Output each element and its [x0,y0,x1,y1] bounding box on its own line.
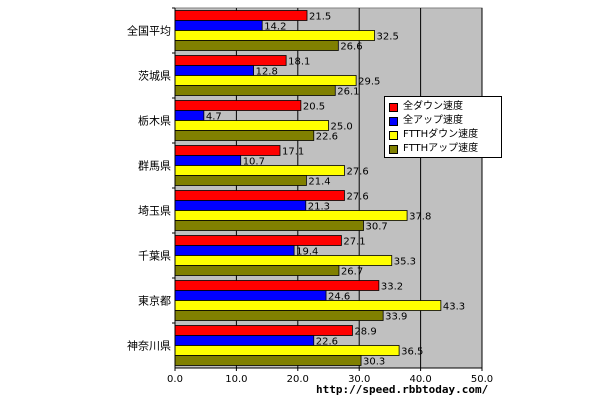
bar [174,110,205,121]
bar [174,325,353,336]
bar [174,265,340,276]
bar [174,75,357,86]
data-label: 26.7 [341,267,363,278]
legend-item-all-down: 全ダウン速度 [389,100,497,114]
bar [174,235,342,246]
category-label: 栃木県 [138,114,171,128]
data-label: 35.3 [394,257,416,268]
bar [174,290,327,301]
x-tick-label: 50.0 [471,374,493,385]
data-label: 33.9 [385,312,407,323]
x-tick-label: 40.0 [409,374,431,385]
category-label: 全国平均 [127,24,171,38]
bar [174,30,375,41]
data-label: 33.2 [381,282,403,293]
bar [174,355,362,366]
data-label: 4.7 [206,112,222,123]
data-label: 30.7 [365,222,387,233]
bar [174,280,380,291]
data-label: 17.1 [282,147,304,158]
bar [174,155,242,166]
category-label: 茨城県 [138,69,171,83]
data-label: 29.5 [358,77,380,88]
data-label: 28.9 [354,327,376,338]
bar [174,130,315,141]
data-label: 21.3 [308,202,330,213]
bar [174,55,287,66]
data-label: 19.4 [296,247,318,258]
data-label: 25.0 [331,122,353,133]
data-label: 14.2 [264,22,286,33]
bar [174,65,254,76]
category-label: 埼玉県 [138,204,171,218]
category-label: 千葉県 [138,249,171,263]
legend-swatch [389,130,398,140]
legend-label: FTTHアップ速度 [403,143,479,154]
bar [174,345,400,356]
legend-item-ftth-up: FTTHアップ速度 [389,142,497,156]
legend-swatch [389,116,398,126]
x-tick-label: 20.0 [287,374,309,385]
legend-item-all-up: 全アップ速度 [389,114,497,128]
bar [174,220,364,231]
data-label: 12.8 [256,67,278,78]
bar [174,100,302,111]
data-label: 21.5 [309,12,331,23]
bar [174,165,345,176]
data-label: 10.7 [243,157,265,168]
legend-label: 全ダウン速度 [403,101,463,112]
data-label: 43.3 [443,302,465,313]
data-label: 20.5 [303,102,325,113]
data-label: 22.6 [316,132,338,143]
x-tick-label: 0.0 [167,374,183,385]
x-tick-label: 30.0 [348,374,370,385]
data-label: 27.1 [343,237,365,248]
bar [174,255,393,266]
data-label: 22.6 [316,337,338,348]
bar [174,145,281,156]
data-label: 26.1 [337,87,359,98]
legend-label: 全アップ速度 [403,115,463,126]
data-label: 30.3 [363,357,385,368]
category-label: 神奈川県 [127,339,171,353]
legend-swatch [389,102,398,112]
legend-item-ftth-down: FTTHダウン速度 [389,128,497,142]
bar [174,335,315,346]
bar [174,120,329,131]
data-label: 36.5 [401,347,423,358]
bar [174,85,336,96]
category-label: 東京都 [138,294,171,308]
data-label: 32.5 [377,32,399,43]
bar [174,40,339,51]
bar [174,190,345,201]
legend: 全ダウン速度 全アップ速度 FTTHダウン速度 FTTHアップ速度 [384,96,502,158]
bar [174,20,263,31]
data-label: 18.1 [288,57,310,68]
data-label: 37.8 [409,212,431,223]
data-label: 21.4 [308,177,330,188]
bar [174,300,442,311]
data-label: 27.6 [346,167,368,178]
bar [174,210,408,221]
data-label: 26.6 [340,42,362,53]
bar [174,200,307,211]
x-tick-label: 10.0 [225,374,247,385]
bar [174,10,308,21]
legend-label: FTTHダウン速度 [403,129,479,140]
source-url: http://speed.rbbtoday.com/ [316,383,489,396]
bar [174,245,295,256]
category-label: 群馬県 [138,159,171,173]
bar [174,310,384,321]
bar [174,175,307,186]
legend-swatch [389,144,398,154]
data-label: 24.6 [328,292,350,303]
data-label: 27.6 [346,192,368,203]
